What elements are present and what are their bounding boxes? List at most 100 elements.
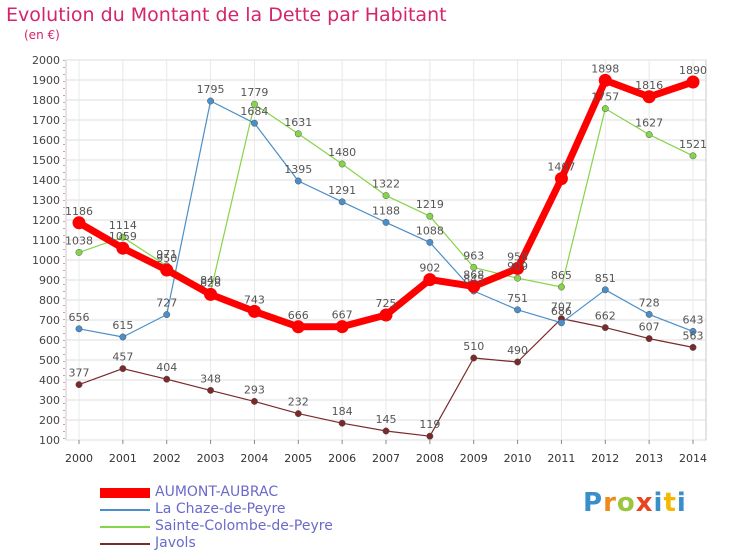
data-point (160, 263, 174, 277)
y-tick-label: 1000 (32, 254, 60, 267)
data-point (335, 320, 349, 334)
data-point (250, 119, 258, 127)
data-label: 865 (551, 269, 572, 282)
data-label: 1779 (240, 86, 268, 99)
data-label: 404 (156, 361, 177, 374)
data-label: 607 (639, 321, 660, 334)
series-layer (72, 73, 700, 440)
data-label: 728 (639, 296, 660, 309)
data-point (116, 241, 130, 255)
data-label: 232 (288, 396, 309, 409)
data-point (163, 311, 171, 319)
data-point (338, 160, 346, 168)
data-point (470, 263, 478, 271)
data-point (294, 177, 302, 185)
x-tick-label: 2010 (504, 452, 532, 465)
data-label: 1219 (416, 198, 444, 211)
y-tick-label: 1800 (32, 94, 60, 107)
y-tick-label: 100 (39, 434, 60, 447)
legend-item: La Chaze-de-Peyre (100, 501, 333, 518)
data-label: 1521 (679, 138, 707, 151)
data-label: 1188 (372, 204, 400, 217)
legend-swatch (100, 525, 150, 528)
x-tick-label: 2000 (65, 452, 93, 465)
legend-item: Javols (100, 535, 333, 552)
data-point (207, 386, 215, 394)
y-tick-label: 900 (39, 274, 60, 287)
x-tick-label: 2004 (240, 452, 268, 465)
y-tick-label: 1200 (32, 214, 60, 227)
data-point (291, 320, 305, 334)
data-point (423, 273, 437, 287)
data-point (119, 333, 127, 341)
x-tick-label: 2014 (679, 452, 707, 465)
x-tick-label: 2002 (153, 452, 181, 465)
data-label: 727 (156, 297, 177, 310)
data-point (379, 308, 393, 322)
data-label: 457 (112, 351, 133, 364)
data-label: 902 (419, 262, 440, 275)
data-point (686, 75, 700, 89)
x-tick-label: 2006 (328, 452, 356, 465)
data-label: 743 (244, 293, 265, 306)
data-point (426, 212, 434, 220)
data-point (689, 343, 697, 351)
legend-label: Javols (155, 535, 196, 551)
data-label: 490 (507, 344, 528, 357)
chart-title: Evolution du Montant de la Dette par Hab… (6, 4, 447, 26)
legend: AUMONT-AUBRAC La Chaze-de-Peyre Sainte-Col… (100, 484, 333, 552)
data-label: 707 (551, 301, 572, 314)
legend-swatch (100, 487, 150, 498)
data-point (338, 198, 346, 206)
x-tick-label: 2009 (460, 452, 488, 465)
data-label: 1631 (284, 116, 312, 129)
data-label: 377 (69, 367, 90, 380)
y-tick-label: 1700 (32, 114, 60, 127)
proxiti-logo: Proxiti (583, 488, 687, 518)
data-point (470, 354, 478, 362)
data-point (514, 358, 522, 366)
data-label: 845 (463, 273, 484, 286)
data-point (250, 397, 258, 405)
data-point (601, 324, 609, 332)
data-point (204, 287, 218, 301)
data-labels-layer: 1186 1059 950 828 743 666 667 725 902 868 958 1407 1… (65, 62, 707, 431)
y-tick-label: 1400 (32, 174, 60, 187)
legend-item: Sainte-Colombe-de-Peyre (100, 518, 333, 535)
data-point (689, 152, 697, 160)
y-tick-label: 200 (39, 414, 60, 427)
data-point (689, 327, 697, 335)
x-tick-label: 2008 (416, 452, 444, 465)
data-label: 751 (507, 292, 528, 305)
legend-label: Sainte-Colombe-de-Peyre (155, 518, 333, 534)
data-point (557, 283, 565, 291)
data-point (601, 105, 609, 113)
data-point (467, 279, 481, 293)
data-label: 1890 (679, 64, 707, 77)
data-label: 1114 (109, 219, 137, 232)
data-label: 293 (244, 383, 265, 396)
data-label: 563 (683, 329, 704, 342)
data-label: 868 (463, 268, 484, 281)
data-label: 1088 (416, 224, 444, 237)
data-label: 1627 (635, 117, 663, 130)
data-point (75, 381, 83, 389)
x-tick-label: 2011 (547, 452, 575, 465)
data-point (511, 261, 525, 275)
y-tick-label: 700 (39, 314, 60, 327)
data-point (247, 304, 261, 318)
data-label: 828 (200, 276, 221, 289)
data-label: 1322 (372, 178, 400, 191)
x-tick-label: 2013 (635, 452, 663, 465)
x-tick-label: 2012 (591, 452, 619, 465)
data-label: 1757 (591, 91, 619, 104)
data-point (72, 216, 86, 230)
legend-label: La Chaze-de-Peyre (155, 501, 286, 517)
legend-label: AUMONT-AUBRAC (155, 484, 279, 500)
y-tick-label: 1500 (32, 154, 60, 167)
data-label: 643 (683, 313, 704, 326)
data-point (601, 286, 609, 294)
x-tick-label: 2003 (197, 452, 225, 465)
y-tick-label: 600 (39, 334, 60, 347)
